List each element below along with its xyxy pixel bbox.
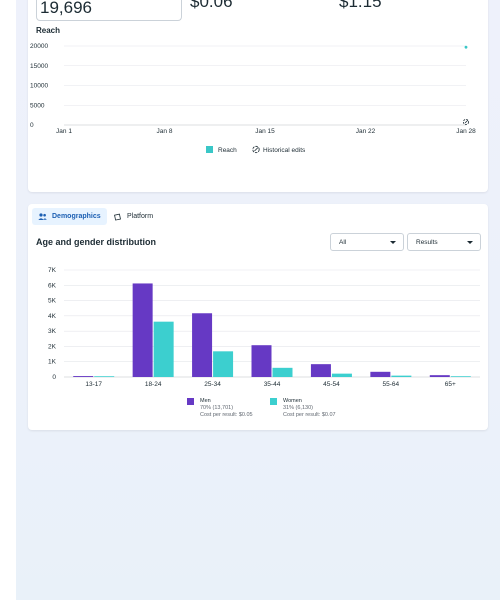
reach-data-point bbox=[464, 45, 468, 49]
bar-men bbox=[192, 313, 213, 377]
chevron-down-icon bbox=[390, 240, 396, 244]
y-tick-label: 7K bbox=[48, 267, 57, 274]
y-tick-label: 0 bbox=[52, 374, 56, 381]
bar-women bbox=[331, 373, 352, 377]
bar-men bbox=[370, 371, 391, 377]
x-tick-label: 18-24 bbox=[145, 381, 162, 388]
men-swatch bbox=[187, 398, 194, 405]
men-label: Men bbox=[200, 398, 211, 404]
x-tick-label: Jan 8 bbox=[157, 128, 173, 135]
y-tick-label: 10000 bbox=[30, 83, 48, 90]
x-tick-label: Jan 15 bbox=[255, 128, 275, 135]
reach-chart-title: Reach bbox=[36, 26, 61, 35]
cpm-metric: $1.15 bbox=[339, 0, 382, 11]
reach-metric-box: 19,696 bbox=[36, 0, 182, 21]
y-tick-label: 1K bbox=[48, 359, 57, 366]
bar-women bbox=[153, 321, 174, 377]
y-tick-label: 20000 bbox=[30, 43, 48, 50]
y-tick-label: 0 bbox=[30, 122, 34, 129]
reach-metric-value: 19,696 bbox=[40, 0, 92, 17]
tab-demographics[interactable]: Demographics bbox=[32, 208, 107, 225]
reach-chart: 0 5000 10000 15000 20000 Jan 1 Jan 8 Jan 15 Jan… bbox=[30, 43, 476, 154]
age-gender-title: Age and gender distribution bbox=[36, 237, 157, 247]
men-cost: Cost per result: $0.05 bbox=[200, 412, 253, 418]
women-share: 31% (6,130) bbox=[283, 405, 313, 411]
y-tick-label: 4K bbox=[48, 313, 57, 320]
x-tick-label: 45-54 bbox=[323, 381, 340, 388]
historical-edits-icon bbox=[252, 145, 260, 154]
people-icon bbox=[38, 213, 47, 220]
bar-women bbox=[450, 376, 471, 377]
y-tick-label: 6K bbox=[48, 282, 57, 289]
x-tick-label: 13-17 bbox=[85, 381, 102, 388]
x-tick-label: 25-34 bbox=[204, 381, 221, 388]
reach-legend-label: Reach bbox=[218, 147, 237, 154]
y-tick-label: 3K bbox=[48, 328, 57, 335]
bar-men bbox=[73, 376, 94, 377]
x-tick-label: 65+ bbox=[445, 381, 456, 388]
x-tick-label: Jan 28 bbox=[456, 128, 476, 135]
bar-women bbox=[94, 376, 115, 377]
bar-women bbox=[213, 351, 234, 377]
x-tick-label: 35-44 bbox=[264, 381, 281, 388]
demographics-panel: Demographics Platform Age and gender dis… bbox=[28, 204, 488, 430]
audience-filter-value: All bbox=[339, 238, 347, 246]
reach-panel: 19,696 $0.06 $1.15 Reach 0 5000 10000 15000… bbox=[28, 0, 488, 192]
women-cost: Cost per result: $0.07 bbox=[283, 412, 336, 418]
historical-edit-marker[interactable] bbox=[462, 119, 469, 126]
audience-filter-dropdown[interactable]: All bbox=[330, 233, 404, 251]
metric-filter-value: Results bbox=[416, 238, 438, 246]
women-label: Women bbox=[283, 398, 302, 404]
bar-men bbox=[310, 364, 331, 377]
x-tick-label: Jan 1 bbox=[56, 128, 72, 135]
bar-women bbox=[272, 367, 293, 377]
women-swatch bbox=[270, 398, 277, 405]
reach-legend-swatch bbox=[206, 146, 213, 153]
y-tick-label: 15000 bbox=[30, 63, 48, 70]
bar-women bbox=[391, 375, 412, 377]
x-tick-label: 55-64 bbox=[383, 381, 400, 388]
y-tick-label: 5K bbox=[48, 298, 57, 305]
chevron-down-icon bbox=[467, 240, 473, 244]
metric-filter-dropdown[interactable]: Results bbox=[407, 233, 481, 251]
tab-platform[interactable]: Platform bbox=[108, 208, 159, 225]
age-gender-chart: 0 1K 2K 3K 4K 5K 6K 7K 13-17 18-24 25-34 35-44 45-5… bbox=[48, 267, 480, 388]
x-tick-label: Jan 22 bbox=[356, 128, 376, 135]
platform-icon bbox=[114, 213, 121, 221]
bar-men bbox=[251, 345, 272, 377]
men-share: 70% (13,701) bbox=[200, 405, 234, 411]
tab-demographics-label: Demographics bbox=[52, 213, 101, 220]
y-tick-label: 2K bbox=[48, 343, 57, 350]
left-margin bbox=[0, 0, 16, 600]
y-tick-label: 5000 bbox=[30, 102, 45, 109]
bar-men bbox=[132, 283, 153, 377]
tab-platform-label: Platform bbox=[127, 213, 154, 220]
historical-edits-label: Historical edits bbox=[263, 147, 306, 154]
cost-per-result-metric: $0.06 bbox=[190, 0, 233, 11]
bar-men bbox=[429, 375, 450, 377]
